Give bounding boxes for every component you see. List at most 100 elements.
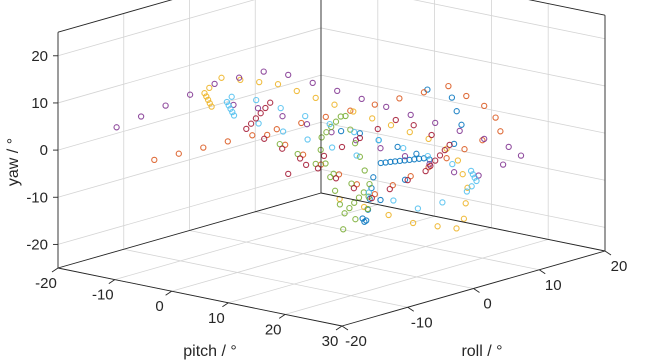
x-axis-label: roll / ° [461,343,502,360]
data-point [338,143,346,151]
data-point [368,194,375,202]
data-point [458,121,465,128]
grid-line-side [320,74,606,134]
data-point [204,96,212,104]
data-point [341,210,348,217]
data-point [456,127,463,135]
data-point [409,219,417,227]
data-point [473,177,480,185]
data-point [467,167,475,175]
data-point [410,122,417,129]
x-tick-mark [407,306,414,312]
grid-line-side [320,27,606,87]
data-point [322,113,329,121]
data-point [396,95,403,102]
x-tick-label: 20 [611,258,628,275]
z-tick-label: 20 [31,48,48,65]
z-tick-label: 10 [31,95,48,112]
data-point [394,143,401,151]
data-point [254,105,262,112]
grid-line-floor [114,204,378,280]
data-point [326,120,333,128]
data-point [227,105,234,112]
data-point [450,169,458,176]
data-point [225,102,232,109]
scatter-points [113,68,525,233]
grid-line-back [57,27,322,104]
data-point [481,135,488,143]
z-tick-label: -10 [26,189,48,206]
data-point [337,113,344,120]
y-tick-mark [335,325,343,331]
data-point [463,92,470,100]
data-point [303,121,311,128]
data-point [471,174,478,181]
data-point [370,174,377,181]
data-point [432,157,439,164]
y-tick-mark [278,314,286,319]
tick-labels: -20 -10 0 10 20 -20 -10 0 10 20 30 -20 -10 0 10 20 [26,48,627,350]
data-point [203,93,210,100]
data-point [356,153,364,160]
z-tick-label: -20 [26,236,48,253]
data-point [453,225,460,232]
data-point [312,94,319,102]
data-point [374,125,381,133]
data-point [424,152,431,160]
data-point [257,110,264,117]
data-point [351,140,359,147]
data-point [340,226,347,233]
data-point [323,129,330,136]
data-point [277,104,284,112]
data-point [392,116,399,124]
data-point [358,95,365,103]
data-point [328,144,336,151]
y-tick-label: -20 [35,275,57,292]
data-point [497,128,504,135]
grid-line-back [57,74,322,151]
data-point [253,96,260,104]
data-point [247,120,255,127]
data-point [208,103,215,110]
data-point [285,71,292,79]
data-point [200,144,207,151]
data-point [407,173,414,180]
data-point [274,81,282,88]
data-point [432,119,439,127]
data-point [162,102,169,109]
data-point [255,120,262,127]
data-point [267,99,274,106]
data-point [439,199,446,206]
data-point [461,146,468,153]
data-point [261,135,268,142]
data-point [302,112,309,120]
data-point [113,124,120,131]
grid-line-back [57,121,322,198]
grid-line-floor [255,211,540,271]
data-point [355,194,363,201]
grid-line-side [413,0,606,40]
y-tick-mark [222,302,229,308]
data-point [337,127,345,135]
x-tick-mark [539,269,546,275]
data-point [302,161,310,169]
data-point [249,132,256,139]
data-point [499,161,507,168]
data-point [425,135,432,143]
data-point [424,86,431,93]
data-point [309,79,316,87]
data-point [361,218,368,225]
data-point [462,200,469,207]
axis-edge [57,267,343,327]
data-point [332,118,340,125]
grid-line-floor [171,215,435,292]
data-point [211,80,218,88]
data-point [460,215,468,222]
data-point [346,204,353,212]
data-point [347,107,354,114]
data-point [230,112,238,119]
grid-layer [57,0,606,327]
data-point [371,191,378,198]
x-tick-label: -20 [345,333,367,350]
data-point [351,199,358,206]
